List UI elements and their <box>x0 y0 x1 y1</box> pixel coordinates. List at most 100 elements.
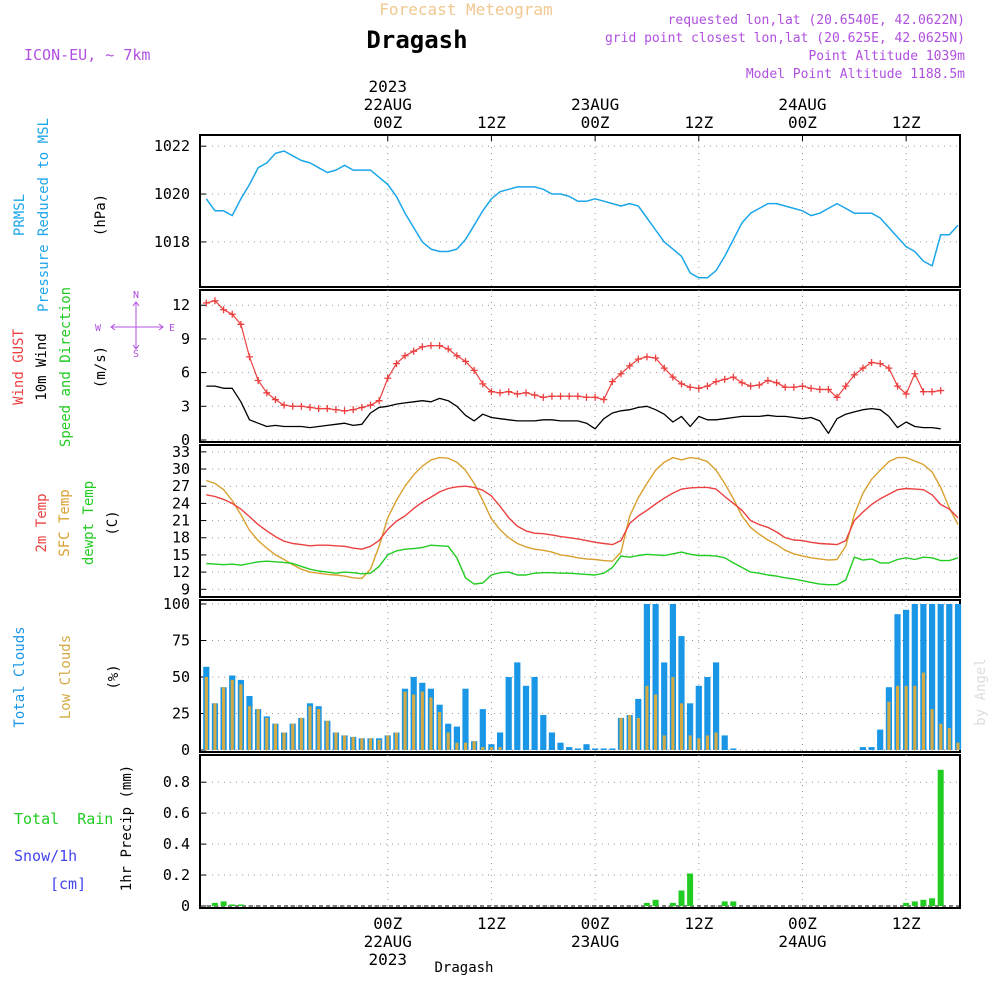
wind-gust-marker <box>237 320 245 328</box>
low-cloud-bar <box>377 739 381 750</box>
total-cloud-bar <box>643 604 650 750</box>
wind-gust-marker <box>479 380 487 388</box>
low-cloud-bar <box>213 703 217 750</box>
wind-gust-marker <box>729 373 737 381</box>
low-cloud-bar <box>628 715 632 750</box>
wind-gust-marker <box>246 353 254 361</box>
top-time-label-text: 12Z <box>477 113 506 132</box>
precipitation-panel: 0 0.2 0.4 0.6 0.8 <box>163 754 961 915</box>
bottom-time-label-text: 23AUG <box>571 932 619 951</box>
precip-label-cm: [cm] <box>50 875 86 893</box>
wind-gust-line <box>206 300 941 412</box>
wind-ytick-label: 9 <box>181 330 190 348</box>
watermark: by Angel <box>973 658 989 725</box>
top-time-label: 12Z <box>684 113 713 132</box>
point-altitude: Point Altitude 1039m <box>808 49 965 64</box>
wind-gust-marker <box>591 393 599 401</box>
wind-gust-marker <box>323 405 331 413</box>
rain-bar <box>903 902 910 906</box>
wind-gust-marker <box>695 384 703 392</box>
total-cloud-bar <box>937 604 944 750</box>
wind-gust-marker <box>626 362 634 370</box>
temperature-ytick-label: 15 <box>172 546 190 564</box>
compass-s: S <box>133 349 139 360</box>
cloud-label-low: Low Clouds <box>58 635 74 719</box>
wind-ytick-label: 3 <box>181 397 190 415</box>
wind-gust-marker <box>686 383 694 391</box>
cloud-label-total: Total Clouds <box>12 626 28 727</box>
low-cloud-bar <box>498 747 502 750</box>
wind-gust-marker <box>280 401 288 409</box>
wind-gust-marker <box>470 366 478 374</box>
low-cloud-bar <box>230 679 234 750</box>
low-cloud-bar <box>930 709 934 750</box>
wind-gust-marker <box>427 342 435 350</box>
total-cloud-bar <box>730 748 737 750</box>
total-cloud-bar <box>954 604 962 750</box>
low-cloud-bar <box>619 717 623 750</box>
wind-gust-marker <box>781 383 789 391</box>
low-cloud-bar <box>273 723 277 750</box>
wind-gust-marker <box>263 389 271 397</box>
total-cloud-bar <box>557 742 564 750</box>
total-cloud-bar <box>929 604 936 750</box>
total-cloud-bar <box>695 685 702 750</box>
wind-gust-marker <box>678 380 686 388</box>
rain-bar <box>730 901 737 906</box>
bottom-time-label-text: 2023 <box>368 950 407 969</box>
temperature-ytick-label: 18 <box>172 529 190 547</box>
bottom-time-label: 12Z <box>892 914 921 933</box>
bottom-time-label-text: 00Z <box>581 914 610 933</box>
bottom-time-label-text: 12Z <box>892 914 921 933</box>
wind-gust-marker <box>816 385 824 393</box>
wind-gust-marker <box>418 343 426 351</box>
total-cloud-bar <box>462 688 469 750</box>
footer-location: Dragash <box>434 960 493 976</box>
wind-gust-marker <box>876 360 884 368</box>
wind-gust-marker <box>712 378 720 386</box>
rain-bar <box>920 899 927 906</box>
wind-gust-marker <box>211 297 219 305</box>
wind-gust-marker <box>358 403 366 411</box>
wind-gust-marker <box>652 354 660 362</box>
low-cloud-bar <box>429 697 433 750</box>
low-cloud-bar <box>446 732 450 750</box>
wind-gust-marker <box>462 357 470 365</box>
wind-gust-marker <box>703 382 711 390</box>
total-cloud-bar <box>522 685 530 750</box>
low-cloud-bar <box>654 694 658 750</box>
wind-ytick-label: 0 <box>181 431 190 449</box>
low-cloud-bar <box>265 717 269 750</box>
wind-gust-marker <box>539 393 547 401</box>
low-cloud-bar <box>394 732 398 750</box>
temp-panel-labels: 2m Temp SFC Temp dewpt Temp (C) <box>34 481 121 565</box>
wind-gust-marker <box>859 364 867 372</box>
wind-gust-marker <box>582 393 590 401</box>
wind-gust-marker <box>315 405 323 413</box>
clouds-ytick-label: 25 <box>172 705 190 723</box>
wind-gust-marker <box>410 347 418 355</box>
low-cloud-bar <box>325 720 329 750</box>
wind-gust-marker <box>271 396 279 404</box>
wind-gust-marker <box>366 401 374 409</box>
compass-n: N <box>133 290 139 301</box>
low-cloud-bar <box>636 717 640 750</box>
precip-label-snow: Snow/1h <box>14 847 77 865</box>
wind-gust-marker <box>306 403 314 411</box>
compass-w: W <box>95 323 102 334</box>
low-cloud-bar <box>956 742 960 750</box>
pressure-label-prmsl: PRMSL <box>12 194 28 236</box>
wind-gust-marker <box>289 402 297 410</box>
low-cloud-bar <box>680 703 684 750</box>
wind-gust-marker <box>548 392 556 400</box>
precip-panel-labels: Total Rain Snow/1h [cm] 1hr Precip (mm) <box>14 765 135 893</box>
pressure-panel-labels: PRMSL Pressure Reduced to MSL (hPa) <box>12 118 109 312</box>
total-cloud-bar <box>574 748 581 750</box>
low-cloud-bar <box>282 732 286 750</box>
total-cloud-bar <box>514 662 521 750</box>
total-cloud-bar <box>661 662 668 750</box>
wind-gust-marker <box>453 352 461 360</box>
low-cloud-bar <box>308 706 312 750</box>
